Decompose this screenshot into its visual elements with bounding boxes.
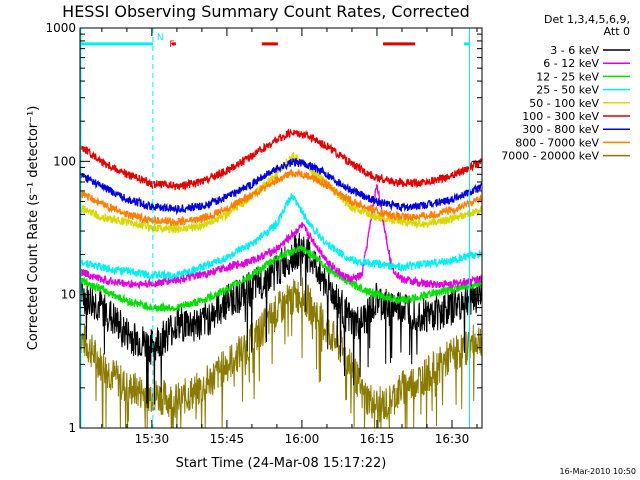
plot-frame [79, 27, 483, 429]
footer-timestamp: 16-Mar-2010 10:50 [560, 467, 637, 476]
series-line-25-50-kev [79, 193, 483, 282]
legend-label-3: 25 - 50 keV [536, 84, 599, 97]
series-layer [79, 128, 483, 429]
y-tick-label-1: 10 [61, 288, 76, 302]
legend-label-2: 12 - 25 keV [536, 70, 599, 83]
marker-n: N [157, 33, 164, 43]
legend-label-5: 100 - 300 keV [522, 110, 599, 123]
legend-label-4: 50 - 100 keV [529, 97, 599, 110]
series-line-800-7000-kev [79, 169, 483, 227]
series-line-6-12-kev [79, 184, 482, 290]
legend-header-1: Att 0 [604, 25, 630, 38]
legend-label-0: 3 - 6 keV [550, 44, 599, 57]
axis-layer: 15:30 15:45 16:00 16:15 16:30 1 10 100 1000 [45, 21, 482, 446]
annotation-layer: NF [79, 28, 470, 428]
legend-header-0: Det 1,3,4,5,6,9, [544, 13, 630, 26]
legend-label-8: 7000 - 20000 keV [501, 150, 599, 163]
y-tick-label-3: 1000 [45, 21, 76, 35]
series-line-3-6-kev [79, 233, 483, 409]
series-line-12-25-kev [79, 245, 483, 313]
marker-f: F [169, 40, 174, 50]
x-tick-label-0: 15:30 [135, 432, 170, 446]
x-axis-label: Start Time (24-Mar-08 15:17:22) [176, 456, 387, 471]
y-tick-label-2: 100 [53, 154, 76, 168]
legend-label-7: 800 - 7000 keV [515, 136, 599, 149]
legend-label-1: 6 - 12 keV [543, 57, 599, 70]
x-tick-label-4: 16:30 [435, 432, 470, 446]
series-line-100-300-kev [79, 128, 482, 192]
legend-label-6: 300 - 800 keV [522, 123, 599, 136]
chart-title: HESSI Observing Summary Count Rates, Cor… [62, 2, 470, 21]
y-axis-label: Corrected Count Rate (s⁻¹ detector⁻¹) [26, 106, 41, 351]
x-tick-label-2: 16:00 [285, 432, 320, 446]
y-tick-label-0: 1 [68, 421, 76, 435]
x-tick-label-1: 15:45 [210, 432, 245, 446]
series-line-300-800-kev [79, 157, 482, 216]
x-tick-label-3: 16:15 [360, 432, 395, 446]
